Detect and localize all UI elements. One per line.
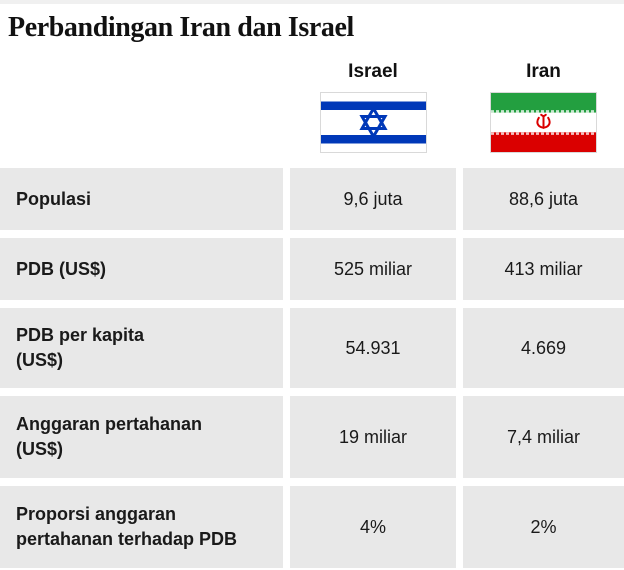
- iran-flag-icon: [490, 92, 597, 153]
- row-label: Anggaran pertahanan (US$): [0, 396, 283, 478]
- page-title: Perbandingan Iran dan Israel: [8, 12, 354, 43]
- israel-value: 19 miliar: [290, 396, 456, 478]
- iran-value: 4.669: [463, 308, 624, 388]
- column-header-israel: Israel: [348, 61, 398, 82]
- table-row: Populasi 9,6 juta 88,6 juta: [0, 168, 624, 230]
- israel-flag-icon: [319, 92, 427, 153]
- row-label: Proporsi anggaran pertahanan terhadap PD…: [0, 486, 283, 568]
- iran-value: 2%: [463, 486, 624, 568]
- header-spacer: [0, 60, 283, 84]
- iran-value: 7,4 miliar: [463, 396, 624, 478]
- comparison-table: Populasi 9,6 juta 88,6 juta PDB (US$) 52…: [0, 168, 624, 568]
- israel-value: 9,6 juta: [290, 168, 456, 230]
- flag-row: [0, 92, 624, 153]
- table-row: Proporsi anggaran pertahanan terhadap PD…: [0, 486, 624, 568]
- iran-value: 413 miliar: [463, 238, 624, 300]
- israel-value: 4%: [290, 486, 456, 568]
- israel-value: 525 miliar: [290, 238, 456, 300]
- column-headers: Israel Iran: [0, 60, 624, 84]
- table-row: PDB per kapita (US$) 54.931 4.669: [0, 308, 624, 388]
- table-row: PDB (US$) 525 miliar 413 miliar: [0, 238, 624, 300]
- row-label: PDB (US$): [0, 238, 283, 300]
- top-strip: [0, 0, 624, 4]
- table-row: Anggaran pertahanan (US$) 19 miliar 7,4 …: [0, 396, 624, 478]
- flag-spacer: [0, 92, 283, 153]
- iran-value: 88,6 juta: [463, 168, 624, 230]
- israel-value: 54.931: [290, 308, 456, 388]
- row-label: PDB per kapita (US$): [0, 308, 283, 388]
- row-label: Populasi: [0, 168, 283, 230]
- column-header-iran: Iran: [526, 61, 561, 82]
